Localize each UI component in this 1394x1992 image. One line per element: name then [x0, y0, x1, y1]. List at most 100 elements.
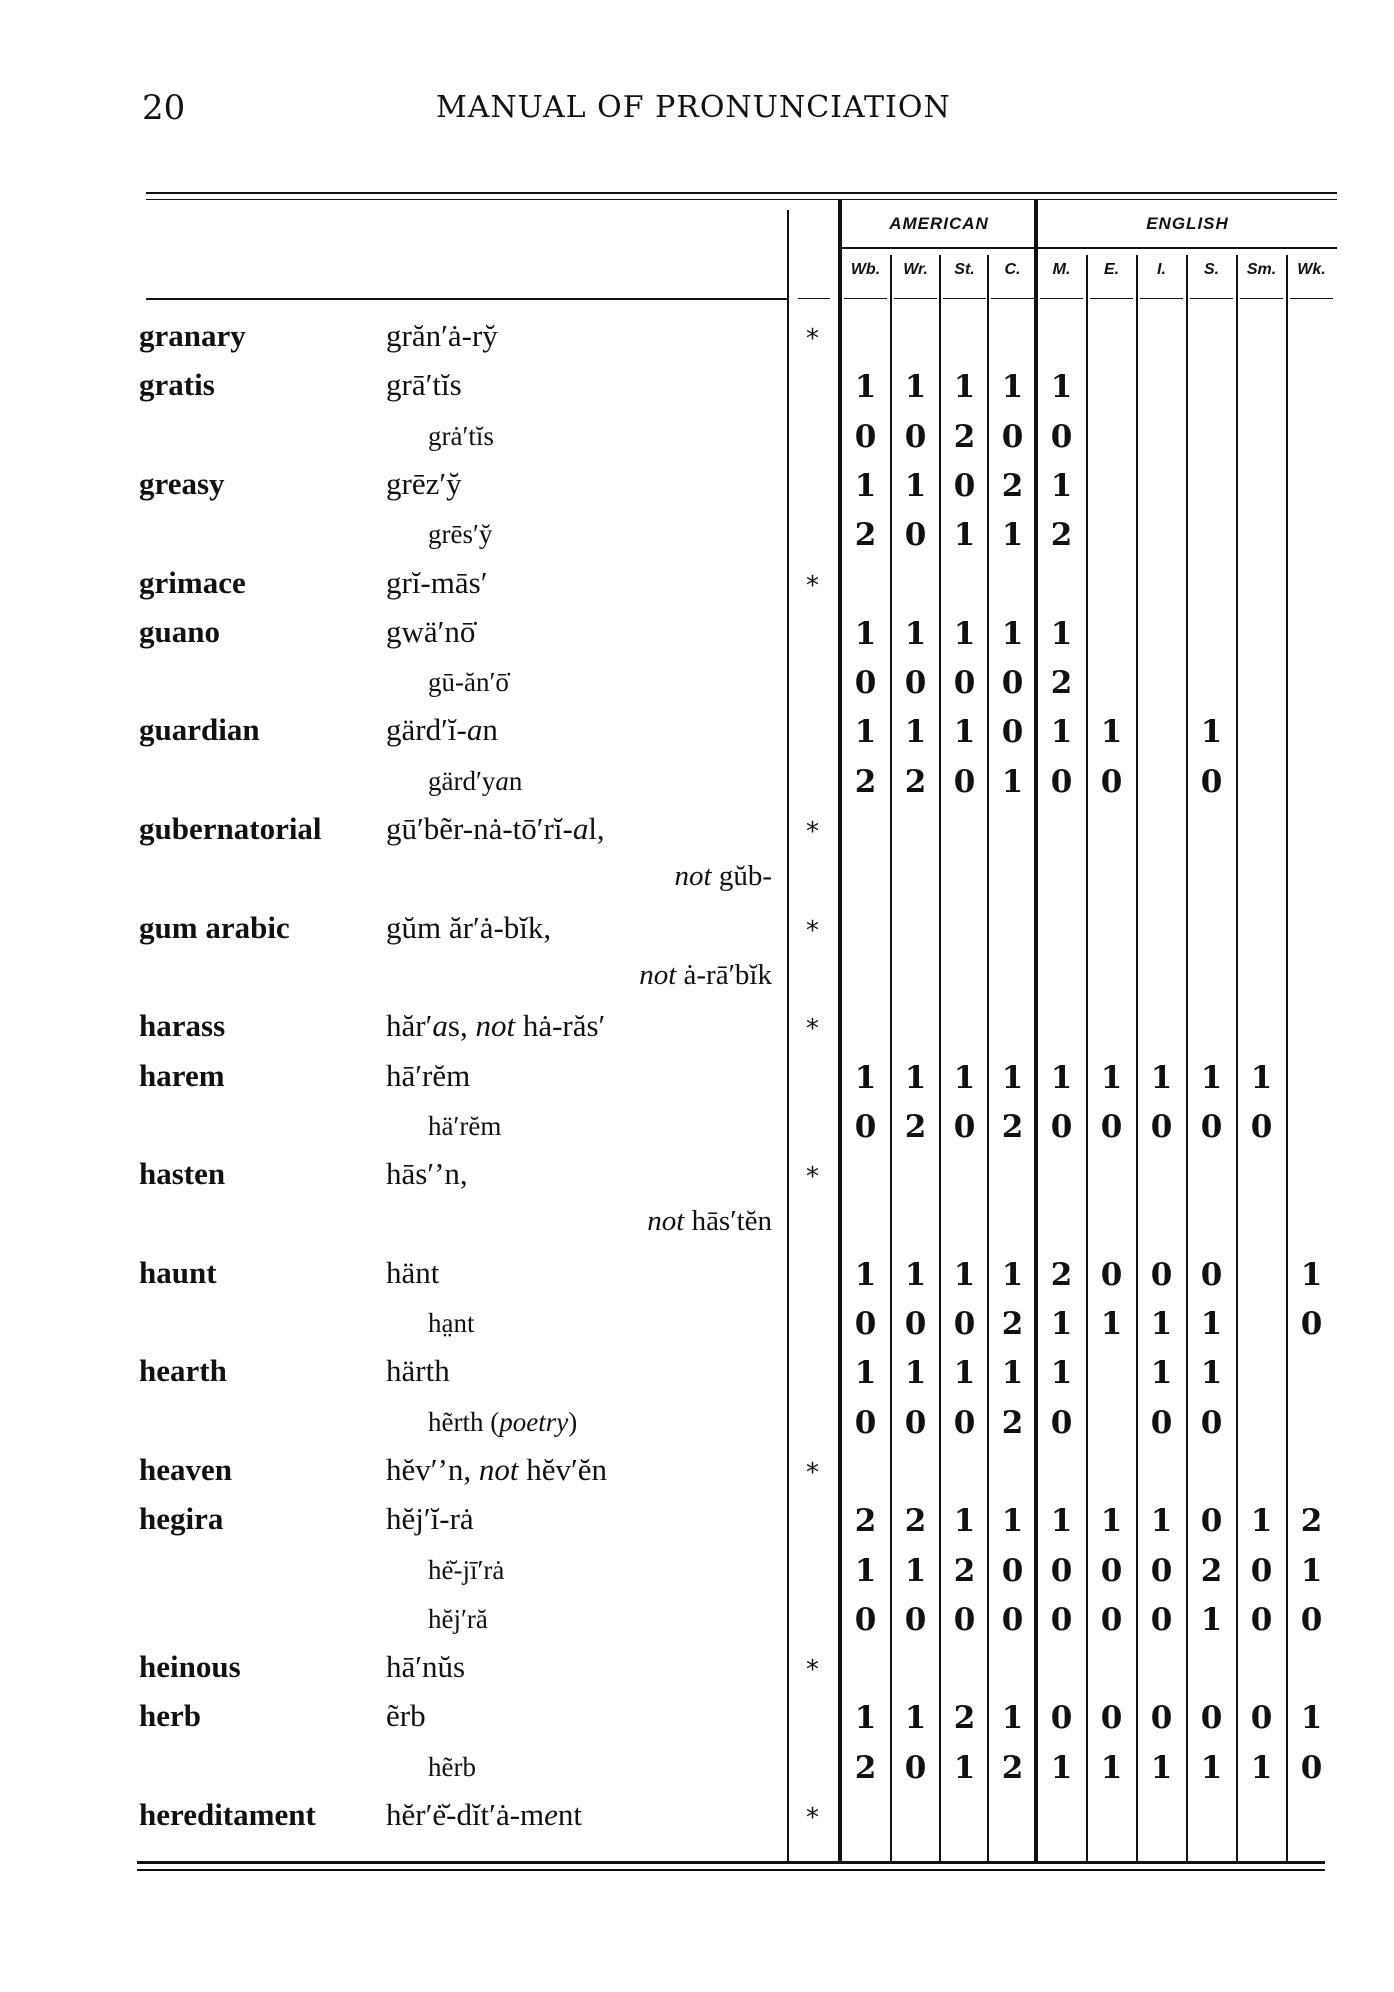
authority-value: 1 [1200, 1749, 1223, 1786]
text-segment: gärd′y [428, 765, 496, 796]
text-segment: hăr′ [386, 1008, 433, 1044]
authority-value: 1 [1300, 1256, 1323, 1293]
table-row: not gŭb- [0, 854, 1394, 903]
table-row: greasy grēz′y̆ 1 1 0 2 1 [0, 460, 1394, 509]
authority-value: 1 [1001, 1503, 1024, 1540]
authority-value: 0 [953, 665, 976, 702]
authority-value: 2 [1050, 1256, 1073, 1293]
authority-value: 0 [1001, 665, 1024, 702]
pronunciation: ha̤nt [428, 1308, 475, 1339]
text-segment: hĕv′ĕn [518, 1451, 608, 1487]
authority-value: 1 [1001, 369, 1024, 406]
authority-value: 0 [1200, 1108, 1223, 1145]
authority-value: 1 [953, 369, 976, 406]
text-segment: ẽrb [386, 1698, 426, 1734]
column-rule [890, 255, 892, 1862]
headword: heaven [139, 1451, 232, 1487]
preferred-asterisk-icon: * [806, 570, 819, 601]
authority-value: 1 [854, 1059, 877, 1096]
authority-value: 1 [1050, 369, 1073, 406]
authority-value: 2 [953, 1700, 976, 1737]
pronunciation: hĕj′ĭ-rȧ [386, 1501, 474, 1537]
pronunciation: grēs′y̆ [428, 519, 492, 550]
text-segment: hĕj′ră [428, 1603, 488, 1634]
headword: granary [139, 318, 246, 353]
table-row: herb ẽrb 1 1 2 1 0 0 0 0 0 1 [0, 1692, 1394, 1741]
column-header-underline [1240, 298, 1283, 299]
text-segment: hās′’n, [386, 1156, 468, 1192]
authority-value: 1 [1200, 1601, 1223, 1638]
headword: hegira [139, 1501, 224, 1537]
authority-value: 1 [854, 1355, 877, 1392]
authority-value: 1 [904, 369, 927, 406]
table-row: guardian gärd′ĭ-an 1 1 1 0 1 1 1 [0, 706, 1394, 755]
authority-value: 0 [1200, 1256, 1223, 1293]
authority-value: 1 [1100, 1306, 1123, 1342]
pronunciation: härth [386, 1353, 450, 1389]
text-segment: hā′rĕm [386, 1057, 471, 1093]
pronunciation: grēz′y̆ [386, 466, 462, 502]
column-header-underline [894, 298, 937, 299]
pronunciation: gŭm ăr′ȧ-bĭk, [386, 910, 551, 946]
column-header-underline [1090, 298, 1133, 299]
authority-value: 1 [1150, 1059, 1173, 1096]
pronunciation: ẽrb [386, 1698, 426, 1734]
table-row: heaven hĕv′’n, not hĕv′ĕn * [0, 1446, 1394, 1495]
italic-segment: a [432, 1008, 448, 1044]
authority-value: 1 [1050, 1749, 1073, 1786]
table-row: not hās′tĕn [0, 1199, 1394, 1248]
authority-value: 2 [1001, 1404, 1024, 1441]
text-segment: hĕj′ĭ-rȧ [386, 1501, 474, 1537]
authority-value: 2 [1001, 1108, 1024, 1145]
authority-value: 1 [1100, 1059, 1123, 1096]
column-rule [939, 255, 941, 1862]
authority-value: 0 [904, 665, 927, 702]
authority-value: 0 [1050, 1552, 1073, 1589]
pronunciation: hĕv′’n, not hĕv′ĕn [386, 1452, 607, 1488]
authority-value: 1 [854, 1552, 877, 1589]
table-row: grēs′y̆ 2 0 1 1 2 [0, 509, 1394, 558]
table-row: hẽrb 2 0 1 2 1 1 1 1 1 0 [0, 1742, 1394, 1791]
authority-value: 0 [1100, 1552, 1123, 1589]
pronunciation: gū-ăn′ō̇ [428, 667, 509, 698]
column-rule [1236, 255, 1238, 1862]
preferred-asterisk-icon: * [806, 324, 819, 354]
authority-value: 1 [904, 1552, 927, 1589]
authority-value: 0 [1050, 1404, 1073, 1441]
authority-value: 1 [1050, 467, 1073, 504]
column-header-underline [1290, 298, 1333, 299]
authority-value: 0 [1050, 1601, 1073, 1638]
pronunciation: hā′nŭs [386, 1649, 465, 1685]
authority-value: 0 [854, 665, 877, 702]
authority-value: 0 [953, 1108, 976, 1145]
table-row: ha̤nt 0 0 0 2 1 1 1 1 0 [0, 1298, 1394, 1347]
authority-value: 1 [904, 714, 927, 751]
column-header: E. [1103, 261, 1120, 278]
text-segment: gŭm ăr′ȧ-bĭk, [386, 909, 552, 945]
pronunciation: hä′rĕm [428, 1111, 501, 1142]
english-rule [1034, 200, 1038, 1862]
authority-value: 0 [953, 467, 976, 504]
table-row: granary grăn′ȧ-ry̆ * [0, 312, 1394, 361]
authority-value: 0 [1100, 1108, 1123, 1145]
column-header: I. [1157, 261, 1166, 278]
pronunciation: hĕj′ră [428, 1604, 488, 1635]
authority-value: 1 [1001, 1059, 1024, 1096]
authority-value: 1 [953, 1256, 976, 1293]
authority-value: 0 [1200, 763, 1223, 800]
column-header-underline [1040, 298, 1083, 299]
table-row: hegira hĕj′ĭ-rȧ 2 2 1 1 1 1 1 0 1 2 [0, 1495, 1394, 1544]
authority-value: 1 [1150, 1355, 1173, 1392]
authority-value: 0 [1150, 1108, 1173, 1145]
authority-value: 1 [854, 467, 877, 504]
authority-value: 2 [1001, 1749, 1024, 1786]
authority-value: 0 [904, 517, 927, 554]
authority-value: 0 [1050, 418, 1073, 455]
authority-value: 1 [904, 1700, 927, 1737]
column-header: St. [954, 261, 975, 278]
authority-value: 2 [854, 1503, 877, 1540]
italic-segment: not [674, 860, 712, 893]
authority-value: 0 [1150, 1601, 1173, 1638]
table-row: harass hăr′as, not hȧ-răs′ * [0, 1002, 1394, 1051]
authority-value: 0 [1150, 1700, 1173, 1737]
